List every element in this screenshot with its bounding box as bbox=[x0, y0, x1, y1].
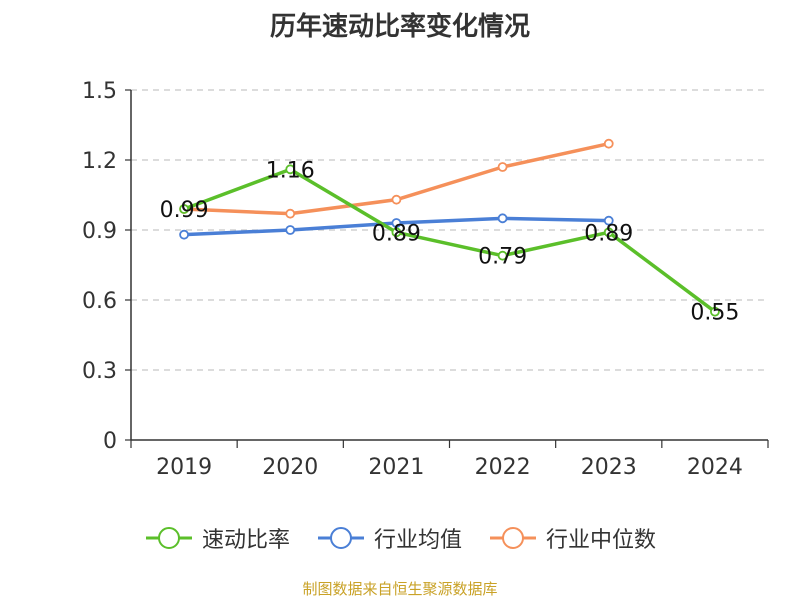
series-point-0 bbox=[179, 204, 189, 214]
data-label: 1.16 bbox=[266, 158, 315, 183]
y-tick-label: 1.5 bbox=[82, 79, 117, 104]
series-point-0 bbox=[391, 227, 402, 238]
series-point-1 bbox=[391, 218, 402, 228]
series-point-0 bbox=[285, 164, 296, 175]
series-point-1 bbox=[179, 229, 189, 240]
legend: 速动比率 行业均值 行业中位数 bbox=[0, 518, 800, 558]
y-tick-label: 0.3 bbox=[82, 359, 117, 384]
data-label: 0.79 bbox=[478, 245, 527, 270]
series-point-2 bbox=[603, 138, 614, 149]
legend-label: 速动比率 bbox=[201, 528, 290, 553]
series-point-2 bbox=[497, 162, 508, 172]
axes: 0 0.3 0.6 0.9 1.2 1.5 2019 2020 2021 2022 2023 2024 bbox=[82, 79, 769, 480]
x-tick-label: 2023 bbox=[581, 455, 637, 480]
series-point-2 bbox=[391, 194, 402, 205]
y-tick-label: 1.2 bbox=[82, 149, 117, 174]
series-point-0 bbox=[710, 306, 720, 317]
data-label: 0.89 bbox=[372, 221, 421, 246]
grid-lines bbox=[131, 89, 768, 371]
chart-title: 历年速动比率变化情况 bbox=[269, 12, 530, 42]
y-tick-label: 0.6 bbox=[82, 289, 117, 314]
line-chart: 0 0.3 0.6 0.9 1.2 1.5 2019 2020 2021 2022 2023 2024… bbox=[82, 79, 769, 480]
series-point-2 bbox=[285, 208, 296, 219]
legend-circle bbox=[329, 527, 352, 549]
series-point-1 bbox=[603, 215, 614, 226]
series-point-0 bbox=[497, 250, 508, 261]
legend-label: 行业中位数 bbox=[546, 528, 657, 553]
data-label: 0.55 bbox=[690, 301, 739, 326]
legend-item-1[interactable]: 行业均值 bbox=[316, 522, 462, 554]
x-tick-label: 2024 bbox=[687, 455, 743, 480]
legend-item-2[interactable]: 行业中位数 bbox=[488, 522, 656, 554]
x-tick-label: 2021 bbox=[368, 455, 424, 480]
data-label: 0.89 bbox=[584, 221, 633, 246]
x-tick-label: 2022 bbox=[475, 455, 531, 480]
legend-circle bbox=[157, 527, 180, 549]
x-tick-label: 2020 bbox=[262, 455, 318, 480]
data-label: 0.99 bbox=[160, 198, 209, 223]
data-labels: 0.99 1.16 0.89 0.79 0.89 0.55 bbox=[160, 158, 740, 325]
x-tick-label: 2019 bbox=[156, 455, 212, 480]
y-tick-label: 0.9 bbox=[82, 219, 117, 244]
series-point-0 bbox=[603, 227, 614, 238]
legend-marker bbox=[145, 527, 192, 549]
series-point-1 bbox=[285, 225, 296, 235]
legend-label: 行业均值 bbox=[373, 528, 462, 553]
legend-circle bbox=[502, 527, 524, 549]
legend-marker bbox=[490, 527, 536, 549]
legend-item-0[interactable]: 速动比率 bbox=[144, 522, 290, 554]
series-line-0 bbox=[182, 167, 717, 314]
legend-marker bbox=[317, 527, 364, 549]
series-lines bbox=[179, 138, 720, 317]
series-point-1 bbox=[497, 213, 508, 224]
y-tick-label: 0 bbox=[103, 429, 117, 454]
source-note: 制图数据来自恒生聚源数据库 bbox=[302, 580, 498, 598]
